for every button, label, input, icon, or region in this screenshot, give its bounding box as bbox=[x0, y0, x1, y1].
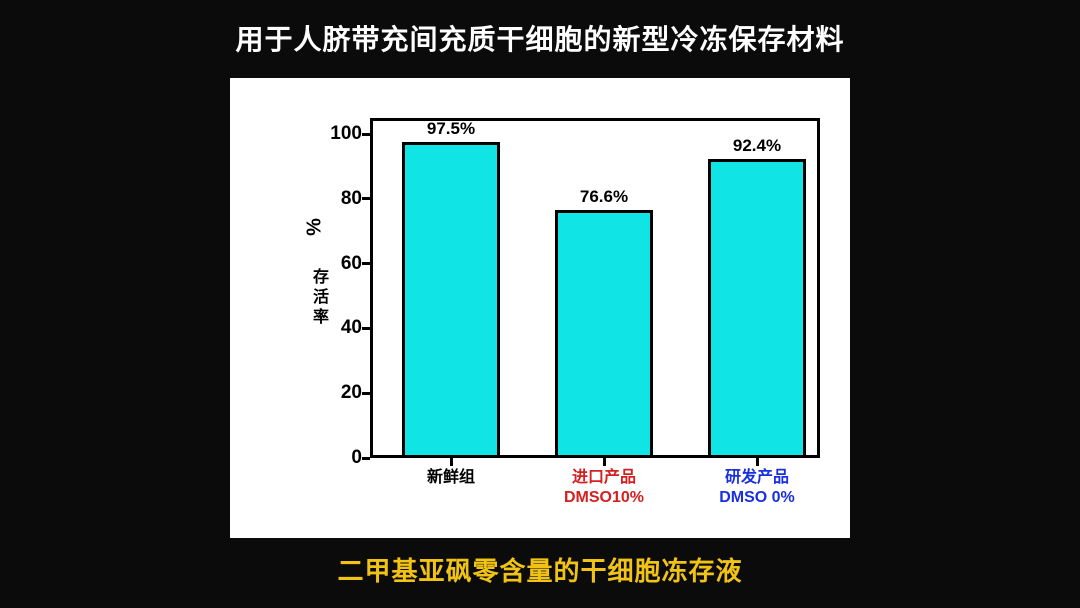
category-label-1: 进口产品 DMSO10% bbox=[534, 468, 674, 508]
bar-value-label: 97.5% bbox=[427, 119, 475, 139]
axis-right bbox=[817, 118, 820, 458]
y-tick-mark bbox=[362, 392, 370, 395]
y-tick-mark bbox=[362, 197, 370, 200]
y-tick-mark bbox=[362, 133, 370, 136]
x-tick-mark bbox=[603, 458, 606, 466]
axis-left bbox=[370, 118, 373, 458]
slide-subtitle: 二甲基亚砜零含量的干细胞冻存液 bbox=[0, 551, 1080, 588]
bar-2: 92.4% bbox=[708, 159, 806, 458]
bar-0: 97.5% bbox=[402, 142, 500, 458]
y-tick-label: 80 bbox=[341, 188, 362, 210]
x-tick-mark bbox=[756, 458, 759, 466]
y-axis-title: % bbox=[304, 218, 327, 236]
bar-1: 76.6% bbox=[555, 210, 653, 458]
slide: 用于人脐带充间充质干细胞的新型冷冻保存材料 二甲基亚砜零含量的干细胞冻存液 0 2… bbox=[0, 0, 1080, 608]
y-tick-label: 0 bbox=[351, 447, 362, 469]
y-tick-label: 60 bbox=[341, 253, 362, 275]
bar-value-label: 76.6% bbox=[580, 187, 628, 207]
y-axis-sublabel: 存活率 bbox=[306, 268, 330, 328]
x-tick-mark bbox=[450, 458, 453, 466]
category-label-0: 新鲜组 bbox=[381, 468, 521, 488]
chart-panel: 0 20 40 60 80 100 97.5% 76.6% 92.4% % 存活率 新鲜组进口产… bbox=[230, 78, 850, 538]
y-tick-label: 100 bbox=[330, 123, 362, 145]
y-tick-label: 20 bbox=[341, 382, 362, 404]
y-tick-mark bbox=[362, 327, 370, 330]
y-tick-mark bbox=[362, 262, 370, 265]
slide-title: 用于人脐带充间充质干细胞的新型冷冻保存材料 bbox=[0, 18, 1080, 58]
y-tick-mark bbox=[362, 457, 370, 460]
plot-area: 02040608010097.5%76.6%92.4% bbox=[370, 118, 820, 458]
y-tick-label: 40 bbox=[341, 317, 362, 339]
bar-value-label: 92.4% bbox=[733, 136, 781, 156]
category-label-2: 研发产品 DMSO 0% bbox=[687, 468, 827, 508]
